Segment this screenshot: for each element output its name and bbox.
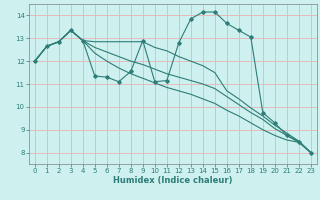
- X-axis label: Humidex (Indice chaleur): Humidex (Indice chaleur): [113, 176, 233, 185]
